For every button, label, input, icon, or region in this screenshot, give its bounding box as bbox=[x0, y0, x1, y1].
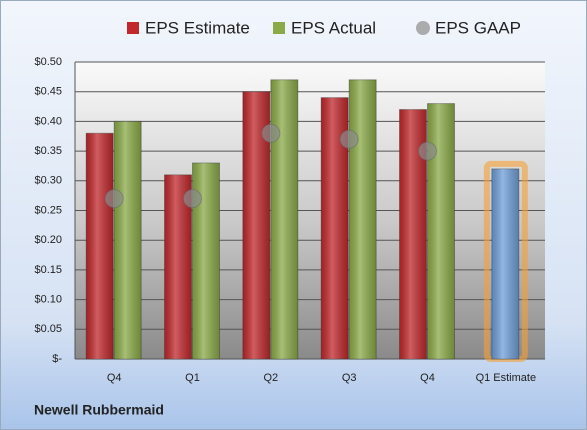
y-tick-label: $0.50 bbox=[34, 56, 62, 68]
legend-marker bbox=[127, 22, 139, 34]
legend-label: EPS Estimate bbox=[145, 18, 250, 37]
y-tick-label: $0.10 bbox=[34, 294, 62, 306]
x-tick-label: Q4 bbox=[420, 372, 435, 384]
y-tick-label: $0.45 bbox=[34, 86, 62, 98]
x-tick-label: Q1 Estimate bbox=[476, 372, 537, 384]
legend-marker bbox=[273, 22, 285, 34]
footer: Newell Rubbermaid bbox=[34, 402, 164, 418]
bar-shine bbox=[114, 121, 142, 360]
y-tick-label: $0.30 bbox=[34, 175, 62, 187]
gaap-point bbox=[104, 189, 124, 209]
legend-marker bbox=[416, 21, 430, 35]
legend-label: EPS Actual bbox=[291, 18, 376, 37]
gaap-point bbox=[418, 141, 437, 161]
bar-shine bbox=[270, 79, 298, 359]
bar-shine bbox=[491, 168, 519, 359]
bar-shine bbox=[427, 103, 455, 359]
legend-label: EPS GAAP bbox=[435, 18, 521, 37]
bar-shine bbox=[86, 133, 114, 359]
y-tick-label: $0.25 bbox=[34, 204, 62, 216]
bar-shine bbox=[349, 79, 377, 359]
y-tick-label: $0.05 bbox=[34, 323, 62, 335]
y-tick-label: $0.20 bbox=[34, 234, 62, 246]
gaap-point bbox=[183, 189, 202, 209]
y-tick-label: $0.40 bbox=[34, 115, 62, 127]
gaap-point bbox=[261, 123, 281, 143]
x-tick-label: Q2 bbox=[263, 372, 278, 384]
y-tick-label: $0.15 bbox=[34, 264, 62, 276]
x-tick-label: Q1 bbox=[185, 372, 200, 384]
gaap-point bbox=[339, 129, 359, 149]
x-tick-label: Q4 bbox=[107, 372, 122, 384]
x-tick-label: Q3 bbox=[342, 372, 357, 384]
y-tick-label: $0.35 bbox=[34, 145, 62, 157]
y-tick-label: $- bbox=[52, 353, 62, 365]
